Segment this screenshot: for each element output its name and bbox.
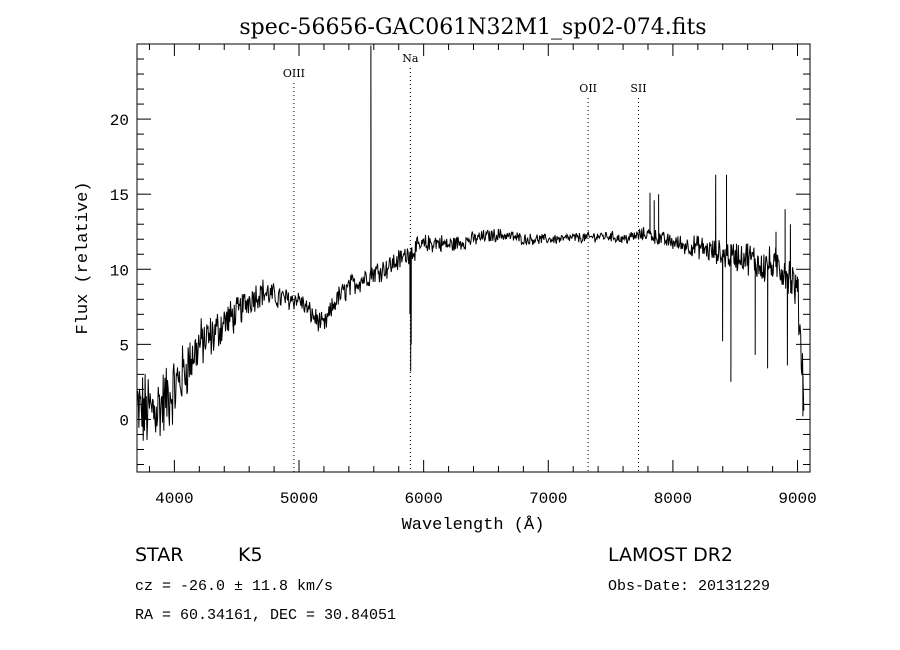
line-marker-label: OIII <box>283 67 305 80</box>
x-tick-label: 6000 <box>404 490 442 508</box>
spectrum-line <box>136 45 805 441</box>
chart-title: spec-56656-GAC061N32M1_sp02-074.fits <box>239 15 706 40</box>
y-tick-label: 15 <box>110 187 129 205</box>
x-tick-label: 9000 <box>778 490 816 508</box>
x-tick-label: 5000 <box>280 490 318 508</box>
coordinates-text: RA = 60.34161, DEC = 30.84051 <box>135 607 396 624</box>
line-marker-label: OII <box>579 82 597 95</box>
emission-line-markers: OIII Na OII SII <box>283 52 647 472</box>
survey-name: LAMOST DR2 <box>608 544 733 566</box>
line-marker-label: SII <box>630 82 646 95</box>
x-tick-label: 8000 <box>654 490 692 508</box>
redshift-text: cz = -26.0 ± 11.8 km/s <box>135 578 333 595</box>
y-tick-label: 20 <box>110 112 129 130</box>
y-axis-label: Flux (relative) <box>74 181 93 334</box>
object-class: STAR <box>135 544 183 566</box>
obs-date-text: Obs-Date: 20131229 <box>608 578 770 595</box>
x-tick-label: 7000 <box>529 490 567 508</box>
axis-ticks: 4000 5000 6000 7000 8000 9000 0 5 10 15 20 <box>110 44 817 508</box>
y-tick-label: 0 <box>119 412 129 430</box>
line-marker-label: Na <box>402 52 419 65</box>
x-axis-label: Wavelength (Å) <box>402 516 545 535</box>
object-subclass: K5 <box>238 544 263 566</box>
y-tick-label: 10 <box>110 262 129 280</box>
y-tick-label: 5 <box>119 337 129 355</box>
x-tick-label: 4000 <box>155 490 193 508</box>
